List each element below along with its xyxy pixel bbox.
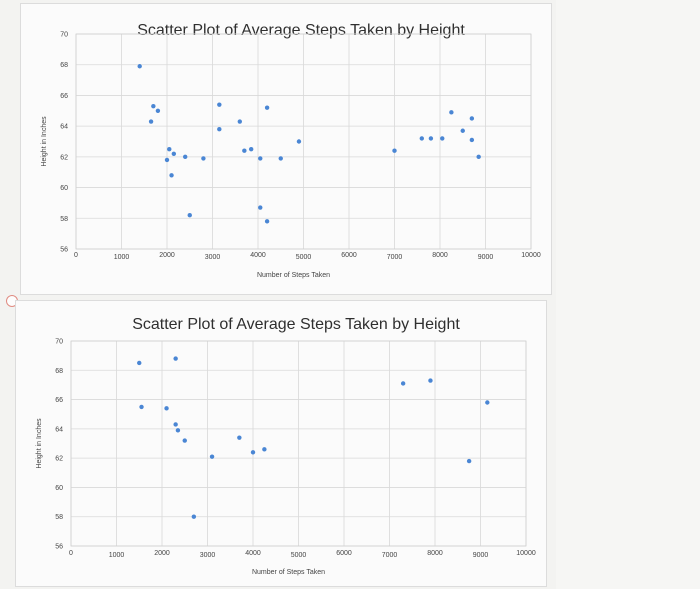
- x-tick-label: 10000: [516, 550, 536, 557]
- data-point: [440, 136, 445, 141]
- y-tick-label: 56: [55, 544, 63, 551]
- y-tick-label: 66: [60, 93, 68, 100]
- data-point: [258, 205, 263, 210]
- x-tick-label: 4000: [245, 550, 261, 557]
- data-point: [242, 148, 247, 153]
- x-tick-label: 0: [74, 252, 78, 259]
- y-tick-label: 62: [60, 154, 68, 161]
- data-point: [167, 146, 172, 152]
- chart-title-2: Scatter Plot of Average Steps Taken by H…: [132, 316, 460, 333]
- y-tick-label: 60: [60, 185, 68, 192]
- data-point: [148, 119, 154, 124]
- x-tick-label: 1000: [109, 552, 125, 559]
- y-axis-title: Height in Inches: [41, 116, 48, 167]
- x-tick-label: 8000: [432, 252, 448, 259]
- data-point: [278, 156, 283, 161]
- data-point: [187, 213, 192, 218]
- chart-title-1: Scatter Plot of Average Steps Taken by H…: [137, 22, 465, 39]
- y-tick-label: 70: [60, 32, 68, 39]
- y-tick-label: 60: [55, 485, 63, 492]
- x-tick-label: 0: [69, 550, 73, 557]
- x-tick-label: 7000: [382, 552, 398, 559]
- x-tick-label: 10000: [521, 252, 541, 259]
- background-margin: [556, 0, 700, 589]
- data-point: [392, 148, 397, 153]
- data-point: [476, 154, 481, 160]
- data-point: [258, 156, 263, 161]
- x-tick-label: 5000: [291, 552, 307, 559]
- data-point: [466, 458, 472, 464]
- y-tick-label: 66: [55, 397, 63, 404]
- x-tick-label: 1000: [114, 254, 130, 261]
- y-tick-label: 64: [60, 124, 68, 131]
- x-tick-label: 9000: [478, 254, 494, 261]
- data-point: [296, 139, 302, 144]
- data-point: [171, 151, 177, 156]
- y-tick-label: 58: [60, 216, 68, 223]
- data-point: [400, 381, 406, 386]
- data-point: [237, 435, 242, 440]
- data-point: [182, 438, 187, 443]
- y-tick-label: 68: [55, 368, 63, 375]
- x-tick-label: 4000: [250, 252, 266, 259]
- data-point: [469, 137, 475, 143]
- x-tick-label: 9000: [473, 552, 489, 559]
- data-point: [428, 378, 433, 383]
- x-tick-label: 3000: [200, 552, 216, 559]
- data-point: [183, 154, 188, 160]
- y-tick-label: 62: [55, 456, 63, 463]
- data-point: [137, 64, 142, 69]
- x-axis-title: Number of Steps Taken: [252, 569, 325, 576]
- data-point: [139, 404, 144, 410]
- y-tick-label: 58: [55, 514, 63, 521]
- data-point: [250, 450, 256, 455]
- data-point: [201, 156, 206, 161]
- data-point: [460, 128, 465, 133]
- plot-area: [75, 33, 532, 250]
- data-point: [469, 116, 475, 121]
- x-tick-label: 8000: [427, 550, 443, 557]
- y-tick-label: 70: [55, 339, 63, 346]
- data-point: [264, 219, 270, 224]
- x-tick-label: 3000: [205, 254, 221, 261]
- data-point: [248, 146, 254, 152]
- data-point: [155, 108, 161, 113]
- data-point: [173, 356, 178, 361]
- x-tick-label: 2000: [159, 252, 175, 259]
- data-point: [151, 103, 156, 109]
- x-tick-label: 5000: [296, 254, 312, 261]
- data-point: [137, 360, 142, 366]
- x-tick-label: 7000: [387, 254, 403, 261]
- data-point: [164, 157, 170, 163]
- data-point: [419, 136, 424, 141]
- data-point: [449, 110, 454, 115]
- data-point: [217, 127, 222, 132]
- data-point: [209, 454, 215, 459]
- y-tick-label: 68: [60, 62, 68, 69]
- data-point: [169, 173, 174, 178]
- scatter-plot-1: 0 1000 2000 3000 4000 5000 6000 7000 8000 9000 100…: [41, 32, 541, 280]
- data-point: [191, 514, 197, 519]
- chart-panel-2: Scatter Plot of Average Steps Taken by H…: [15, 300, 547, 587]
- data-point: [175, 428, 181, 433]
- data-point: [485, 400, 490, 405]
- data-point: [262, 447, 267, 452]
- plot-area: [70, 340, 527, 547]
- y-axis-title: Height in Inches: [36, 418, 43, 469]
- data-point: [173, 422, 178, 427]
- data-point: [428, 136, 434, 141]
- chart-panel-1: Scatter Plot of Average Steps Taken by H…: [20, 3, 552, 295]
- data-point: [164, 406, 169, 411]
- y-tick-label: 56: [60, 247, 68, 254]
- x-tick-label: 6000: [336, 550, 352, 557]
- data-point: [237, 119, 242, 124]
- data-point: [217, 102, 222, 107]
- y-tick-label: 64: [55, 426, 63, 433]
- scatter-plot-2: 0 1000 2000 3000 4000 5000 6000 7000 8000 9000 100…: [36, 339, 536, 577]
- x-axis-title: Number of Steps Taken: [257, 272, 330, 279]
- data-point: [264, 105, 270, 110]
- x-tick-label: 6000: [341, 252, 357, 259]
- x-tick-label: 2000: [154, 550, 170, 557]
